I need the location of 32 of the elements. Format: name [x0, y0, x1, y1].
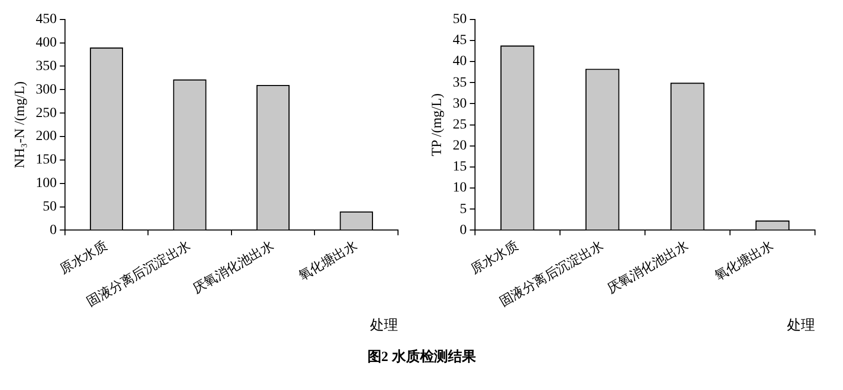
y-tick-label: 50 [42, 199, 57, 214]
y-tick-label: 400 [36, 35, 57, 50]
y-tick-label: 25 [452, 117, 467, 132]
y-tick-label: 35 [452, 75, 467, 90]
y-axis-title: NH₃-N /(mg/L) [13, 81, 28, 168]
y-tick-label: 10 [452, 180, 467, 196]
y-tick-label: 50 [452, 12, 467, 28]
x-tick-label: 原水水质 [57, 238, 110, 277]
y-tick-label: 250 [36, 106, 57, 121]
x-tick-label: 厌氧消化池出水 [190, 238, 276, 296]
x-tick-label: 氧化塘出水 [712, 238, 776, 284]
y-tick-label: 0 [50, 222, 57, 238]
y-tick-label: 40 [452, 54, 467, 70]
y-tick-label: 45 [452, 33, 467, 48]
y-axis-title: TP /(mg/L) [430, 93, 446, 156]
x-tick-label: 氧化塘出水 [296, 238, 360, 284]
y-tick-label: 150 [36, 152, 57, 168]
y-tick-label: 20 [452, 138, 467, 154]
x-axis-title: 处理 [370, 317, 398, 334]
x-tick-label: 原水水质 [468, 238, 521, 277]
y-tick-label: 15 [452, 160, 467, 175]
y-tick-label: 100 [36, 176, 57, 192]
y-tick-label: 350 [36, 58, 57, 74]
y-tick-label: 30 [452, 96, 467, 112]
y-tick-label: 0 [460, 222, 467, 238]
x-tick-label: 厌氧消化池出水 [604, 238, 691, 296]
y-tick-label: 5 [460, 202, 467, 217]
y-tick-label: 300 [36, 82, 57, 98]
y-tick-label: 200 [36, 129, 57, 144]
x-axis-title: 处理 [787, 317, 815, 334]
caption: 图2 水质检测结果 [366, 348, 477, 366]
y-tick-label: 450 [36, 12, 57, 28]
